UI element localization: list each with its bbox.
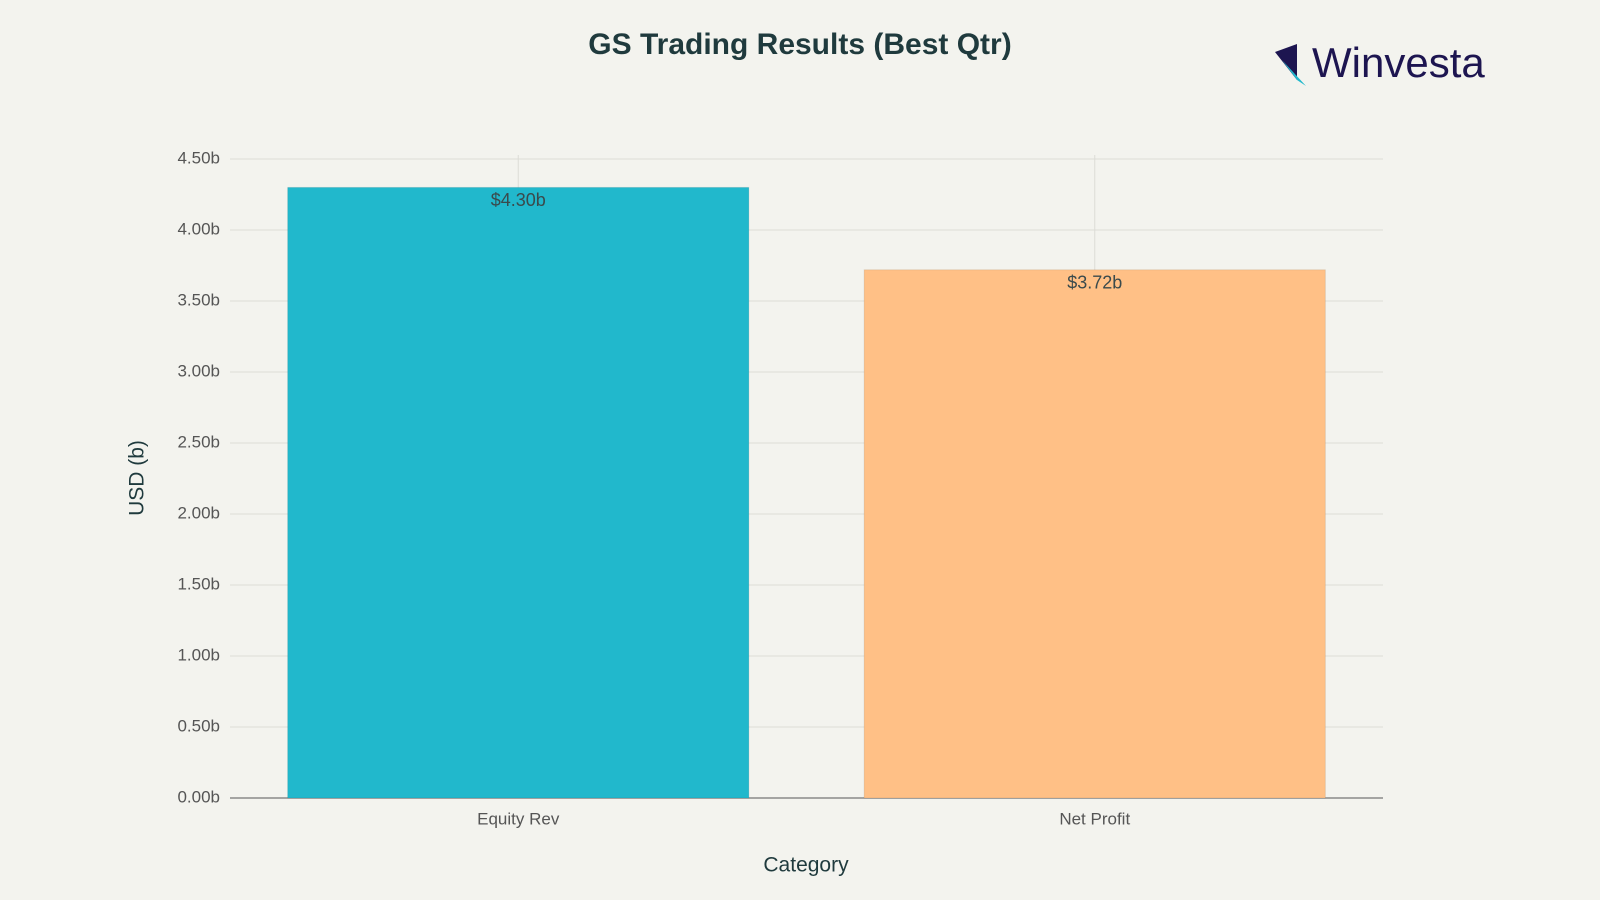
- y-tick-label: 3.00b: [177, 361, 220, 380]
- y-tick-label: 0.50b: [177, 716, 220, 735]
- y-tick-label: 4.00b: [177, 219, 220, 238]
- value-label: $4.30b: [491, 190, 546, 210]
- chart-title: GS Trading Results (Best Qtr): [588, 28, 1011, 61]
- x-tick-label: Net Profit: [1059, 809, 1130, 828]
- y-tick-label: 0.00b: [177, 787, 220, 806]
- logo-text: Winvesta: [1312, 39, 1485, 86]
- y-axis-title: USD (b): [126, 440, 149, 516]
- y-tick-label: 2.00b: [177, 503, 220, 522]
- value-label: $3.72b: [1067, 273, 1122, 293]
- logo: Winvesta: [1275, 39, 1485, 86]
- y-tick-label: 3.50b: [177, 290, 220, 309]
- bar: [287, 186, 750, 799]
- y-tick-label: 2.50b: [177, 432, 220, 451]
- logo-icon: [1282, 60, 1306, 86]
- y-tick-label: 1.00b: [177, 645, 220, 664]
- x-axis-title: Category: [763, 854, 849, 877]
- y-tick-label: 1.50b: [177, 574, 220, 593]
- y-tick-label: 4.50b: [177, 148, 220, 167]
- bar: [863, 269, 1326, 799]
- x-tick-label: Equity Rev: [477, 809, 560, 828]
